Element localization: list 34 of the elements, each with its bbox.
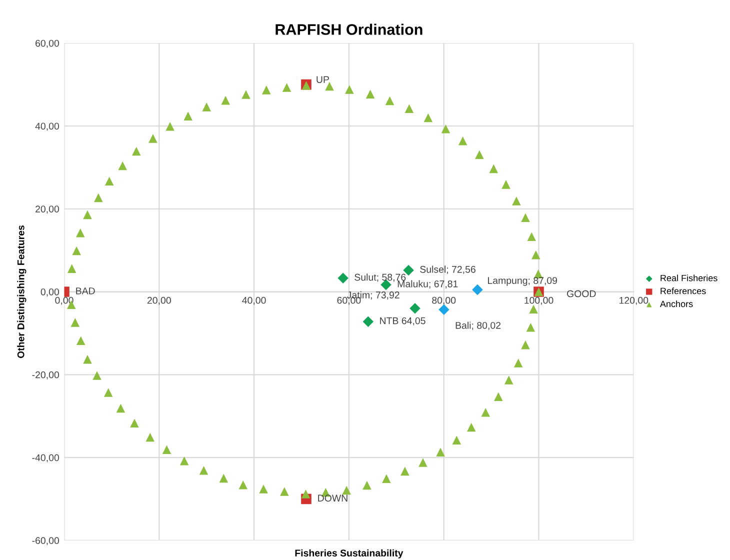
y-axis-title: Other Distingishing Features (17, 225, 26, 358)
annotation: UP (316, 76, 329, 84)
x-axis-title: Fisheries Sustainability (295, 549, 404, 558)
point (410, 302, 420, 314)
y-tick-label: 20,00 (36, 206, 59, 214)
legend-label: Anchors (660, 300, 693, 308)
chart-title: RAPFISH Ordination (276, 24, 422, 35)
x-tick-label: 40,00 (242, 296, 266, 305)
x-tick-label: 100,00 (524, 296, 554, 305)
legend-label: Real Fisheries (660, 274, 718, 282)
x-tick-label: 20,00 (147, 296, 171, 305)
x-tick-label: 0,00 (55, 296, 74, 305)
point (472, 284, 483, 296)
annotation: Sulsel; 72,56 (420, 266, 476, 274)
y-tick-label: 0,00 (40, 288, 59, 297)
annotation: BAD (76, 288, 95, 294)
annotation: NTB 64,05 (380, 317, 426, 326)
point (438, 304, 450, 315)
point (338, 272, 348, 284)
y-tick-label: -20,00 (32, 371, 59, 380)
annotation: Bali; 80,02 (456, 322, 500, 330)
point (362, 316, 374, 327)
x-tick-label: 120,00 (620, 296, 648, 305)
annotation: Maluku; 67,81 (398, 280, 458, 288)
annotation: DOWN (318, 494, 348, 502)
y-tick-label: 40,00 (35, 122, 59, 131)
y-tick-label: 60,00 (36, 40, 59, 48)
legend-label: References (660, 288, 706, 294)
annotation: Lampung; 87,09 (488, 277, 558, 286)
y-tick-label: -60,00 (32, 537, 59, 546)
y-tick-label: -40,00 (32, 454, 59, 462)
annotation: GOOD (567, 290, 596, 298)
x-tick-label: 80,00 (432, 296, 456, 305)
annotation: Sulut; 58,76 (354, 274, 406, 282)
